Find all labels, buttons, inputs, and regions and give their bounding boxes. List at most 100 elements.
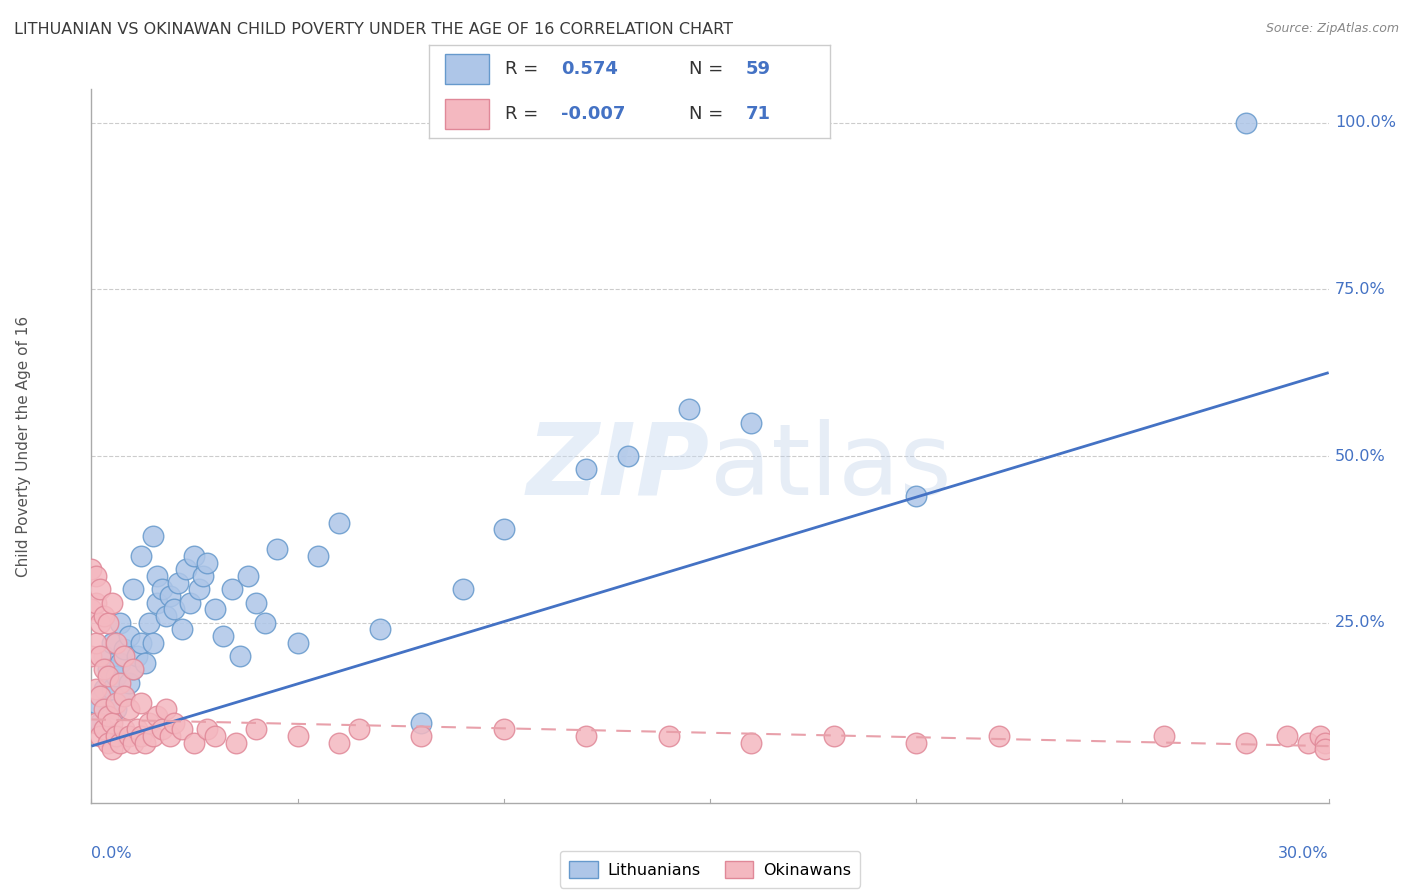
Text: 71: 71 — [745, 105, 770, 123]
Point — [89, 582, 111, 597]
Text: 25.0%: 25.0% — [1334, 615, 1385, 631]
Legend: Lithuanians, Okinawans: Lithuanians, Okinawans — [560, 851, 860, 888]
Point — [105, 636, 128, 650]
Point — [740, 416, 762, 430]
Point — [155, 702, 177, 716]
Point — [84, 696, 107, 710]
Text: LITHUANIAN VS OKINAWAN CHILD POVERTY UNDER THE AGE OF 16 CORRELATION CHART: LITHUANIAN VS OKINAWAN CHILD POVERTY UND… — [14, 22, 733, 37]
Point — [89, 649, 111, 664]
Point — [129, 549, 152, 563]
Point — [492, 723, 515, 737]
Point — [129, 729, 152, 743]
Point — [492, 522, 515, 536]
Point — [121, 736, 143, 750]
Point — [134, 736, 156, 750]
Point — [678, 402, 700, 417]
Point — [112, 689, 135, 703]
Point — [253, 615, 276, 630]
Point — [328, 736, 350, 750]
Point — [97, 736, 120, 750]
Point — [84, 682, 107, 697]
Text: R =: R = — [505, 105, 544, 123]
Point — [121, 662, 143, 676]
Point — [183, 736, 205, 750]
Point — [105, 696, 128, 710]
Point — [195, 556, 218, 570]
Point — [1153, 729, 1175, 743]
Point — [204, 602, 226, 616]
Point — [266, 542, 288, 557]
Point — [167, 575, 190, 590]
Point — [117, 729, 139, 743]
Point — [159, 729, 181, 743]
Point — [97, 615, 120, 630]
Point — [146, 596, 169, 610]
Point — [101, 742, 124, 756]
Point — [451, 582, 474, 597]
Point — [179, 596, 201, 610]
Text: 75.0%: 75.0% — [1334, 282, 1385, 297]
Point — [987, 729, 1010, 743]
Point — [191, 569, 214, 583]
Point — [121, 582, 143, 597]
Text: 0.574: 0.574 — [561, 60, 619, 78]
Point — [236, 569, 259, 583]
Point — [155, 609, 177, 624]
Point — [1234, 736, 1257, 750]
Point — [93, 662, 115, 676]
Point — [1234, 115, 1257, 129]
Point — [163, 715, 186, 730]
Point — [117, 675, 139, 690]
Point — [112, 723, 135, 737]
Point — [740, 736, 762, 750]
Point — [575, 462, 598, 476]
Point — [172, 623, 194, 637]
Point — [97, 662, 120, 676]
Point — [93, 682, 115, 697]
Text: -0.007: -0.007 — [561, 105, 626, 123]
Point — [110, 736, 132, 750]
Point — [112, 649, 135, 664]
Text: 30.0%: 30.0% — [1278, 846, 1329, 861]
Point — [349, 723, 371, 737]
Point — [225, 736, 247, 750]
Point — [142, 529, 165, 543]
Point — [89, 615, 111, 630]
Point — [84, 569, 107, 583]
Point — [221, 582, 243, 597]
Point — [93, 649, 115, 664]
Point — [89, 729, 111, 743]
Point — [1277, 729, 1299, 743]
Point — [183, 549, 205, 563]
Point — [93, 609, 115, 624]
Point — [84, 636, 107, 650]
Point — [97, 709, 120, 723]
Point — [905, 489, 928, 503]
Point — [110, 675, 132, 690]
Point — [823, 729, 845, 743]
Point — [80, 602, 103, 616]
Text: N =: N = — [689, 60, 730, 78]
Point — [328, 516, 350, 530]
Point — [159, 589, 181, 603]
Text: R =: R = — [505, 60, 544, 78]
Point — [146, 709, 169, 723]
Text: 100.0%: 100.0% — [1334, 115, 1396, 130]
Point — [93, 702, 115, 716]
Point — [93, 723, 115, 737]
Point — [105, 702, 128, 716]
Point — [97, 669, 120, 683]
Point — [146, 569, 169, 583]
Point — [307, 549, 329, 563]
Point — [658, 729, 681, 743]
Bar — [444, 99, 489, 129]
Point — [134, 656, 156, 670]
Point — [1313, 736, 1336, 750]
Point — [105, 729, 128, 743]
Point — [101, 636, 124, 650]
Point — [125, 723, 148, 737]
Point — [89, 689, 111, 703]
Point — [905, 736, 928, 750]
Point — [112, 689, 135, 703]
Text: N =: N = — [689, 105, 730, 123]
